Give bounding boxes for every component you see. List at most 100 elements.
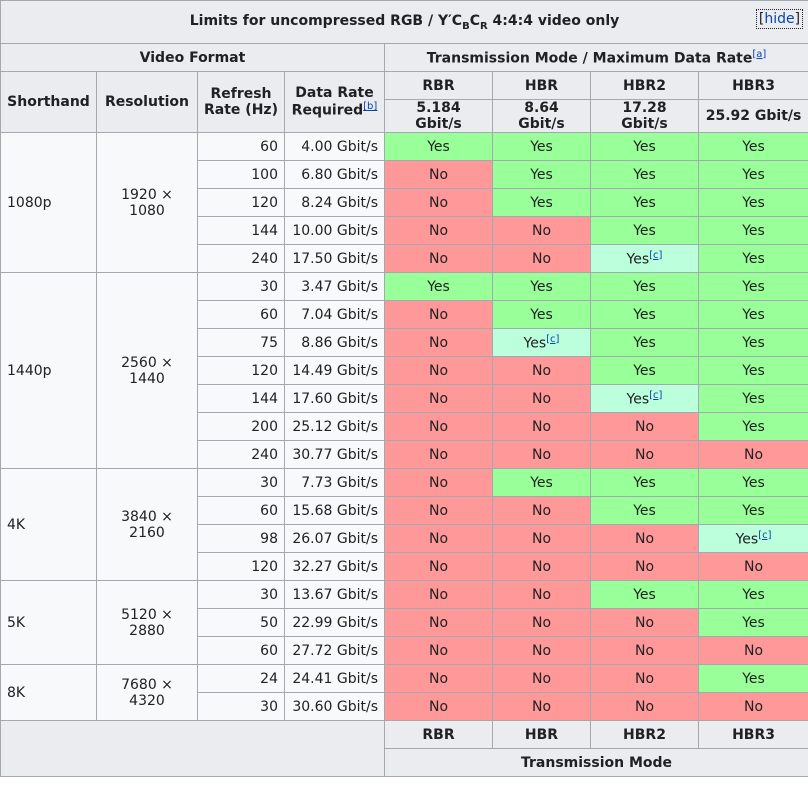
support-cell-rbr: No <box>384 636 493 665</box>
support-label: No <box>531 362 552 379</box>
support-cell-hbr3: No <box>697 440 808 469</box>
table-row: 240 17.50 Gbit/s No No Yes[c] Yes <box>1 244 808 273</box>
ref-c-link[interactable]: [c] <box>649 249 663 261</box>
support-label: No <box>531 530 552 547</box>
ref-a-link[interactable]: [a] <box>752 48 767 60</box>
data-rate-cell: 22.99 Gbit/s <box>284 608 385 637</box>
ref-c-link[interactable]: [c] <box>758 529 772 541</box>
support-cell-hbr2: Yes <box>590 496 699 525</box>
support-label: No <box>634 614 655 631</box>
support-label: No <box>428 642 449 659</box>
support-label: No <box>634 446 655 463</box>
support-cell-hbr: Yes <box>492 300 591 329</box>
support-label: Yes <box>742 250 765 267</box>
shorthand-cell: 4K <box>0 468 97 581</box>
table-row: 8K 7680 × 4320 24 24.41 Gbit/s No No No Yes <box>0 664 808 721</box>
hide-open-bracket: [ <box>758 11 765 27</box>
support-cell-hbr2: No <box>590 664 699 693</box>
support-label: No <box>634 418 655 435</box>
support-cell-rbr: No <box>384 244 493 273</box>
support-label: No <box>531 418 552 435</box>
video-format-header: Video Format <box>0 43 385 72</box>
support-label: No <box>428 614 449 631</box>
support-label: Yes <box>633 278 656 295</box>
hide-toggle[interactable]: [hide] <box>755 9 804 29</box>
support-label: Yes <box>742 306 765 323</box>
support-label: Yes <box>742 586 765 603</box>
table-row: 144 17.60 Gbit/s No No Yes[c] Yes <box>1 384 808 413</box>
support-cell-rbr: No <box>384 300 493 329</box>
mode-header-hbr3: HBR3 <box>697 71 808 100</box>
support-cell-hbr3: No <box>697 552 808 581</box>
support-label: No <box>634 670 655 687</box>
data-rate-cell: 15.68 Gbit/s <box>284 496 385 525</box>
support-label: No <box>634 558 655 575</box>
support-cell-hbr: No <box>492 608 591 637</box>
footer-mode-hbr3: HBR3 <box>697 720 808 749</box>
support-cell-hbr2: No <box>590 636 699 665</box>
refresh-rate-cell: 200 <box>197 412 285 441</box>
resolution-cell: 1920 × 1080 <box>96 132 198 273</box>
data-rate-cell: 27.72 Gbit/s <box>284 636 385 665</box>
support-label: No <box>744 642 764 659</box>
support-cell-hbr3: Yes <box>697 216 808 245</box>
refresh-rate-cell: 98 <box>197 524 285 553</box>
table-row: 5K 5120 × 2880 30 13.67 Gbit/s No No Yes Yes <box>0 580 808 665</box>
data-rate-cell: 13.67 Gbit/s <box>284 580 385 609</box>
support-cell-hbr2: Yes <box>590 160 699 189</box>
support-label: No <box>531 698 552 715</box>
support-label: Yes <box>633 306 656 323</box>
data-rate-cell: 7.04 Gbit/s <box>284 300 385 329</box>
support-cell-hbr2: Yes[c] <box>590 244 699 273</box>
refresh-rate-cell: 30 <box>197 580 285 609</box>
support-cell-hbr2: Yes[c] <box>590 384 699 413</box>
refresh-rate-cell: 60 <box>197 132 285 161</box>
support-label: Yes <box>530 474 553 491</box>
support-label: No <box>531 250 552 267</box>
support-cell-rbr: Yes <box>384 272 493 301</box>
support-cell-rbr: No <box>384 664 493 693</box>
max-rate-hbr3: 25.92 Gbit/s <box>697 99 808 133</box>
ref-c-link[interactable]: [c] <box>649 389 663 401</box>
support-cell-hbr3: Yes <box>697 412 808 441</box>
data-rate-cell: 3.47 Gbit/s <box>284 272 385 301</box>
support-label: Yes <box>633 194 656 211</box>
support-cell-hbr: No <box>492 384 591 413</box>
support-label: Yes <box>427 278 450 295</box>
data-rate-cell: 6.80 Gbit/s <box>284 160 385 189</box>
caption-prefix: Limits for uncompressed RGB / Y′C <box>189 12 463 29</box>
support-cell-hbr2: No <box>590 524 699 553</box>
shorthand-header: Shorthand <box>0 71 97 133</box>
support-cell-hbr: No <box>492 664 591 693</box>
support-cell-hbr: Yes <box>492 272 591 301</box>
support-cell-hbr3: Yes <box>697 328 808 357</box>
support-label: Yes <box>742 502 765 519</box>
support-label: No <box>428 166 449 183</box>
support-cell-hbr2: No <box>590 440 699 469</box>
support-label: Yes <box>742 418 765 435</box>
support-cell-hbr2: Yes <box>590 468 699 497</box>
transmission-header-label: Transmission Mode / Maximum Data Rate <box>426 50 753 67</box>
support-cell-hbr3: Yes <box>697 244 808 273</box>
support-cell-rbr: No <box>384 552 493 581</box>
support-cell-hbr3: Yes[c] <box>697 524 808 553</box>
ref-c-link[interactable]: [c] <box>546 333 560 345</box>
support-label: No <box>428 390 449 407</box>
support-label: No <box>531 446 552 463</box>
support-label: Yes <box>742 390 765 407</box>
support-label: No <box>428 418 449 435</box>
hide-link[interactable]: hide <box>764 11 795 27</box>
support-label: No <box>428 502 449 519</box>
ref-b-link[interactable]: [b] <box>363 101 378 113</box>
data-rate-cell: 17.50 Gbit/s <box>284 244 385 273</box>
support-label: No <box>531 222 552 239</box>
support-label: Yes <box>742 334 765 351</box>
support-label: Yes <box>626 251 650 268</box>
support-cell-rbr: No <box>384 216 493 245</box>
support-cell-hbr: No <box>492 524 591 553</box>
support-label: No <box>634 642 655 659</box>
support-cell-rbr: No <box>384 608 493 637</box>
support-cell-hbr2: No <box>590 552 699 581</box>
data-rate-cell: 14.49 Gbit/s <box>284 356 385 385</box>
support-label: No <box>428 334 449 351</box>
